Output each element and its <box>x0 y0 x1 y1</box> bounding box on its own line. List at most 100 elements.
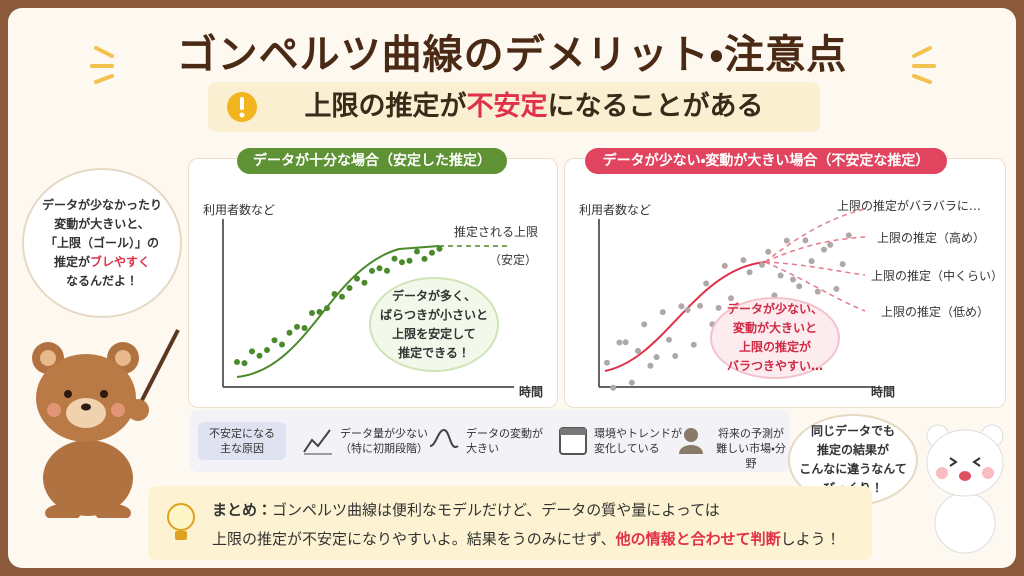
sample-dot <box>672 352 679 359</box>
cause-item: データの変動が 大きい <box>466 426 543 456</box>
summary-line: まとめ：ゴンペルツ曲線は便利なモデルだけど、データの質や量によっては <box>212 499 720 520</box>
cause-line: 大きい <box>466 442 499 455</box>
y-axis-label: 利用者数など <box>579 203 652 217</box>
bubble-line: バラつきやすい… <box>726 359 823 373</box>
sample-dot <box>406 257 413 264</box>
cause-line: 難しい市場・分野 <box>716 442 786 470</box>
sample-dot <box>697 302 703 309</box>
sample-dot <box>808 258 815 265</box>
subtitle-highlight: 不安定 <box>466 91 548 122</box>
bubble-line: 推定がブレやすく <box>24 253 180 272</box>
cause-item: データ量が少ない （特に初期段階） <box>340 426 428 456</box>
sample-dot <box>771 292 778 299</box>
bubble-line: 推定の結果が <box>816 443 889 457</box>
frame: ゴンペルツ曲線のデメリット・注意点 上限の推定が不安定になることがある データが… <box>8 8 1016 568</box>
sample-dot <box>361 279 368 286</box>
summary-text: 上限の推定が不安定になりやすいよ。結果をうのみにせず、 <box>212 530 616 548</box>
sample-dot <box>678 303 685 310</box>
bubble-line: 上限を安定して <box>392 326 476 341</box>
sample-dot <box>814 288 821 295</box>
bubble-line: 推定できる！ <box>398 345 470 360</box>
estimate-mid: 上限の推定（中くらい） <box>871 269 1004 283</box>
cause-item: 将来の予測が難しい市場・分野 <box>712 426 790 471</box>
cause-icon <box>303 429 332 455</box>
sample-dot <box>256 352 263 359</box>
warning-icon <box>227 92 257 122</box>
bubble-line: 変動が大きいと <box>732 321 817 335</box>
sample-dot <box>802 237 809 244</box>
panel-header: データが十分な場合（安定した推定） <box>237 148 507 174</box>
sample-dot <box>316 308 323 315</box>
cause-line: データ量が少ない <box>340 427 428 440</box>
cause-line: （特に初期段階） <box>340 442 428 455</box>
sample-dot <box>429 249 435 256</box>
bubble-line: データが多く、 <box>391 288 476 303</box>
sample-dot <box>391 255 398 262</box>
white-bear <box>926 424 1004 554</box>
sample-dot <box>324 305 330 312</box>
cause-icon <box>559 427 587 455</box>
sample-dot <box>728 295 734 302</box>
causes-label: 不安定になる 主な原因 <box>198 422 286 460</box>
sample-dot <box>659 309 666 316</box>
sample-dot <box>635 347 641 354</box>
summary-text: しよう！ <box>780 530 841 548</box>
sample-dot <box>839 261 846 268</box>
sample-dot <box>249 348 255 355</box>
summary-line: 上限の推定が不安定になりやすいよ。結果をうのみにせず、他の情報と合わせて判断しよ… <box>212 528 841 549</box>
panel-header: データが少ない・変動が大きい場合（不安定な推定） <box>585 148 947 174</box>
sample-dot <box>610 384 617 391</box>
unstable-chart <box>598 208 875 391</box>
sample-dot <box>604 359 610 366</box>
cause-line: データの変動が <box>466 427 543 440</box>
bubble-line: こんなに違うなんて <box>799 462 907 476</box>
subtitle: 上限の推定が不安定になることがある <box>208 82 820 132</box>
sample-dot <box>759 261 765 268</box>
sample-dot <box>399 259 405 266</box>
sample-dot <box>740 257 747 264</box>
bubble-line: データが少ない、 <box>726 302 823 316</box>
cause-line: 将来の予測が <box>718 427 784 440</box>
bubble-line: なるんだよ！ <box>65 273 138 288</box>
label-line: 不安定になる <box>209 427 275 440</box>
sample-dot <box>421 255 428 262</box>
fit-curve <box>604 261 766 372</box>
sample-dot <box>715 304 722 311</box>
sample-dot <box>703 280 710 287</box>
sample-dot <box>777 272 784 279</box>
upper-label: 推定される上限 <box>454 225 539 239</box>
sample-dot <box>436 245 443 252</box>
cause-item: 環境やトレンドが 変化している <box>594 426 682 456</box>
x-axis-label: 時間 <box>871 385 896 399</box>
sample-dot <box>286 329 293 336</box>
sample-dot <box>616 339 623 346</box>
sample-dot <box>241 360 248 367</box>
sample-dot <box>309 309 315 316</box>
cause-line: 変化している <box>594 442 660 455</box>
sample-dot <box>833 285 840 292</box>
sample-dot <box>721 262 728 269</box>
bubble-line: データが少なかったり <box>41 197 162 212</box>
sample-dot <box>845 232 852 239</box>
sample-dot <box>796 283 803 290</box>
sample-dot <box>647 362 654 369</box>
sample-dot <box>690 341 697 348</box>
summary-highlight: 他の情報と合わせて判断 <box>615 530 781 548</box>
note-bubble: データが多く、 ばらつきが小さいと 上限を安定して 推定できる！ <box>369 277 499 372</box>
bubble-line: 同じデータでも <box>810 424 895 438</box>
note-bubble: データが少ない、 変動が大きいと 上限の推定が バラつきやすい… <box>710 297 840 379</box>
subtitle-text: になることがある <box>547 91 764 122</box>
sample-dot <box>354 275 360 282</box>
summary-label: まとめ： <box>212 501 273 519</box>
y-axis-label: 利用者数など <box>203 203 276 217</box>
sample-dot <box>653 354 660 361</box>
bubble-line: ばらつきが小さいと <box>379 307 488 322</box>
causes-bar: 不安定になる 主な原因 データ量が少ない （特に初期段階） データの変動が 大きい … <box>190 410 790 472</box>
sample-dot <box>666 336 672 343</box>
sample-dot <box>765 248 772 255</box>
sparkle-right <box>912 46 936 84</box>
bear-illustration <box>32 329 180 518</box>
cause-icon <box>679 428 703 454</box>
sample-dot <box>790 276 796 283</box>
sample-dot <box>346 284 353 291</box>
